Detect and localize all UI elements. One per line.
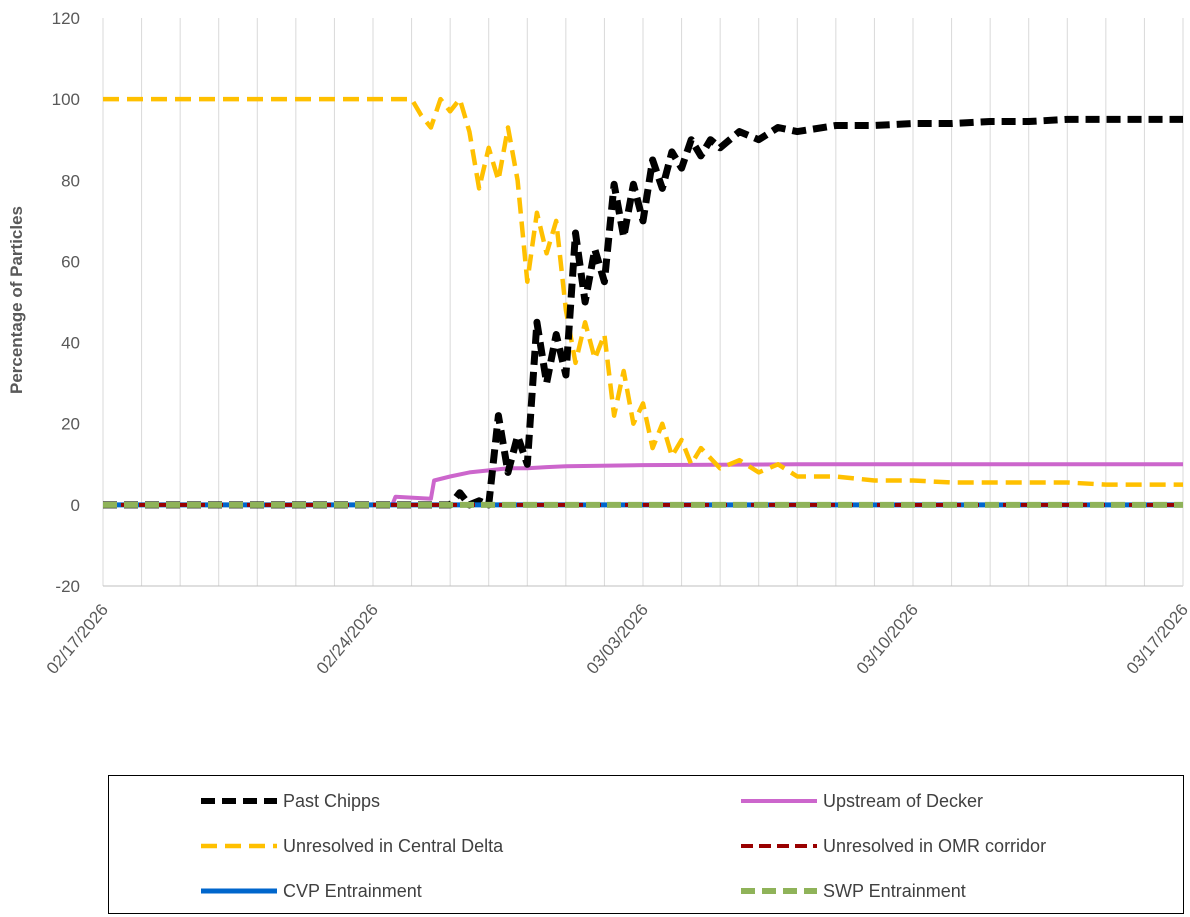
legend-label: Unresolved in Central Delta <box>283 835 504 856</box>
y-tick-label: 60 <box>61 252 80 271</box>
legend-label: Unresolved in OMR corridor <box>823 835 1047 856</box>
series-line-upstream-of-decker <box>103 462 1183 507</box>
chart-series <box>103 96 1183 509</box>
y-tick-label: 0 <box>71 496 80 515</box>
y-tick-label: 40 <box>61 334 80 353</box>
series-line-past-chipps <box>103 115 1183 509</box>
legend-swatch <box>201 888 277 894</box>
legend-item: Past Chipps <box>199 786 380 816</box>
y-axis-ticks: -20 0 20 40 60 80 100 120 <box>52 9 80 596</box>
series-line-unresolved-in-central-delta <box>103 96 1183 487</box>
legend-item: Upstream of Decker <box>739 786 983 816</box>
legend-label: Past Chipps <box>283 790 381 811</box>
legend-label: CVP Entrainment <box>283 880 422 901</box>
x-tick-label: 03/10/2026 <box>853 600 922 677</box>
legend-item: SWP Entrainment <box>739 876 966 906</box>
x-tick-label: 03/03/2026 <box>583 600 652 677</box>
x-axis-ticks: 02/17/2026 02/24/2026 03/03/2026 03/10/2026… <box>43 600 1190 677</box>
y-tick-label: -20 <box>55 577 80 596</box>
y-tick-label: 100 <box>52 90 80 109</box>
legend-swatch <box>201 843 277 849</box>
x-tick-label: 03/17/2026 <box>1123 600 1190 677</box>
chart-legend: Past Chipps Upstream of Decker Unresolved … <box>108 775 1184 914</box>
y-tick-label: 80 <box>61 171 80 190</box>
y-tick-label: 120 <box>52 9 80 28</box>
x-tick-label: 02/24/2026 <box>313 600 382 677</box>
legend-label: SWP Entrainment <box>823 880 966 901</box>
legend-swatch <box>741 888 817 894</box>
legend-label: Upstream of Decker <box>823 790 984 811</box>
plot-area <box>102 18 1184 587</box>
y-axis-label: Percentage of Particles <box>7 206 26 394</box>
legend-swatch <box>201 798 277 804</box>
legend-item: Unresolved in OMR corridor <box>739 831 1046 861</box>
y-tick-label: 20 <box>61 415 80 434</box>
legend-swatch <box>741 799 817 803</box>
legend-swatch <box>741 844 817 848</box>
legend-item: CVP Entrainment <box>199 876 422 906</box>
x-tick-label: 02/17/2026 <box>43 600 112 677</box>
legend-item: Unresolved in Central Delta <box>199 831 503 861</box>
chart-grid <box>141 18 1145 586</box>
